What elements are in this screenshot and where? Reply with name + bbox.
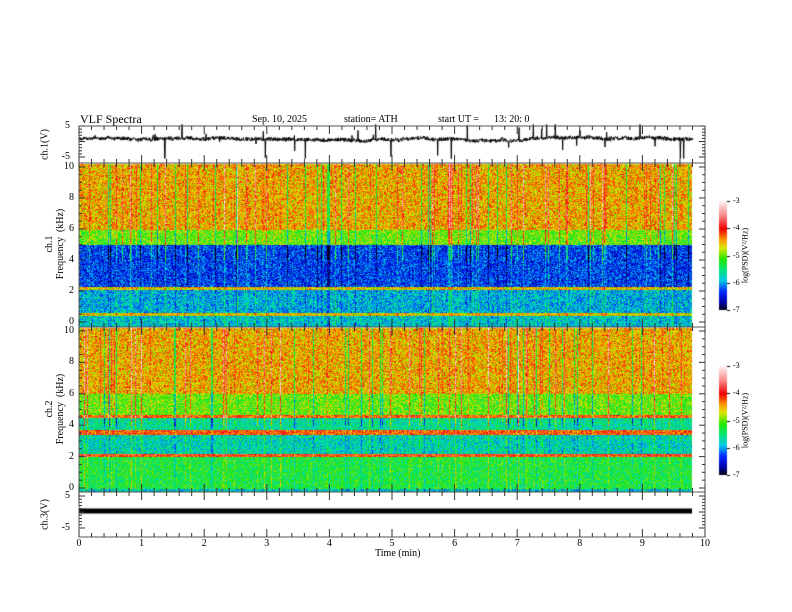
start-ut-label: start UT = bbox=[438, 114, 480, 125]
y-axis-label: ch.2 Frequency (kHz) bbox=[44, 373, 66, 444]
colorbar-label: log(PSD)(V²/Hz) bbox=[740, 392, 750, 448]
y-tick-label: -5 bbox=[61, 151, 70, 162]
y-tick-label: 6 bbox=[69, 223, 74, 234]
y-tick-label: 0 bbox=[69, 316, 74, 327]
x-tick-label: 3 bbox=[264, 538, 270, 549]
colorbar-tick: -6 bbox=[733, 442, 740, 452]
colorbar-tick: -5 bbox=[733, 250, 740, 260]
x-tick-label: 2 bbox=[201, 538, 207, 549]
panel-frame bbox=[78, 162, 706, 328]
y-axis-label: ch.3(V) bbox=[39, 498, 51, 530]
y-axis-label: ch.1 Frequency (kHz) bbox=[44, 208, 66, 280]
colorbar-tick: -4 bbox=[733, 223, 740, 233]
x-tick-label: 9 bbox=[639, 538, 645, 549]
y-tick-label: 8 bbox=[69, 192, 74, 203]
y-tick-label: 6 bbox=[69, 387, 74, 399]
x-tick-label: 7 bbox=[514, 538, 520, 549]
figure-title: VLF Spectra bbox=[80, 112, 142, 126]
x-tick-label: 10 bbox=[700, 538, 710, 549]
panel-frame bbox=[78, 326, 706, 493]
colorbar-tick: -7 bbox=[733, 470, 740, 479]
y-tick-label: 2 bbox=[69, 450, 74, 462]
colorbar-tick: -6 bbox=[733, 277, 740, 287]
y-tick-label: 5 bbox=[65, 120, 70, 131]
x-tick-label: 8 bbox=[577, 538, 583, 549]
y-tick-label: -5 bbox=[61, 522, 70, 533]
colorbar-tick: -7 bbox=[733, 305, 740, 314]
y-tick-label: 0 bbox=[69, 482, 74, 493]
colorbar-tick: -4 bbox=[733, 388, 740, 398]
start-time: 13: 20: 0 bbox=[494, 114, 530, 125]
y-tick-label: 4 bbox=[69, 419, 74, 431]
y-tick-label: 4 bbox=[69, 254, 74, 265]
colorbar-tick: -5 bbox=[733, 415, 740, 425]
colorbar-tick: -3 bbox=[733, 196, 740, 205]
y-tick-label: 10 bbox=[64, 325, 74, 336]
colorbar-label: log(PSD)(V²/Hz) bbox=[740, 227, 750, 283]
x-axis-label: Time (min) bbox=[375, 548, 421, 559]
x-tick-label: 5 bbox=[389, 538, 395, 549]
x-tick-label: 4 bbox=[326, 538, 332, 549]
x-tick-label: 1 bbox=[139, 538, 145, 549]
y-tick-label: 2 bbox=[69, 285, 74, 296]
x-tick-label: 6 bbox=[452, 538, 458, 549]
date-label: Sep. 10, 2025 bbox=[252, 114, 307, 125]
y-tick-label: 5 bbox=[65, 490, 70, 501]
y-tick-label: 8 bbox=[69, 356, 74, 368]
y-tick-label: 10 bbox=[64, 161, 74, 172]
x-tick-label: 0 bbox=[76, 538, 82, 549]
y-axis-label: ch.1(V) bbox=[39, 128, 51, 160]
station-label: station= ATH bbox=[344, 114, 398, 125]
colorbar-tick: -3 bbox=[733, 361, 740, 370]
